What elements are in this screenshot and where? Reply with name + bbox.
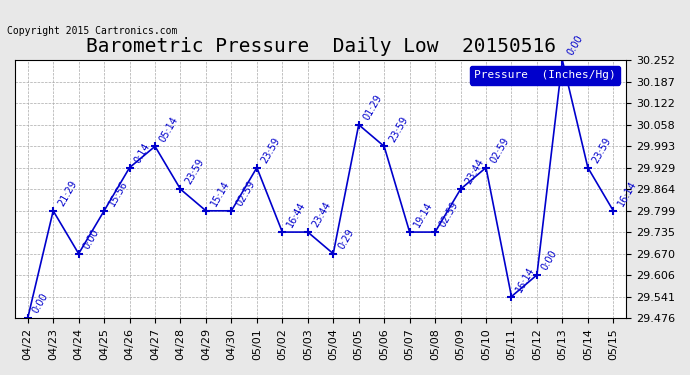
Text: 02:59: 02:59 <box>489 136 511 165</box>
Text: 02:59: 02:59 <box>438 200 460 229</box>
Text: 0:00: 0:00 <box>30 292 50 315</box>
Text: 0:00: 0:00 <box>565 34 584 57</box>
Text: 16:44: 16:44 <box>285 200 308 229</box>
Text: 01:29: 01:29 <box>362 93 384 122</box>
Text: 0:14: 0:14 <box>132 141 152 165</box>
Text: 23:44: 23:44 <box>310 200 333 229</box>
Text: 21:29: 21:29 <box>56 179 79 208</box>
Text: 0:00: 0:00 <box>81 227 101 251</box>
Text: 16:14: 16:14 <box>514 265 537 294</box>
Text: 15:14: 15:14 <box>208 179 231 208</box>
Text: 02:59: 02:59 <box>234 179 257 208</box>
Text: 0:00: 0:00 <box>540 249 559 272</box>
Legend: Pressure  (Inches/Hg): Pressure (Inches/Hg) <box>470 66 620 85</box>
Text: 19:14: 19:14 <box>413 200 435 229</box>
Text: 23:59: 23:59 <box>259 136 282 165</box>
Text: 0:29: 0:29 <box>336 227 355 251</box>
Text: 23:59: 23:59 <box>387 114 410 144</box>
Title: Barometric Pressure  Daily Low  20150516: Barometric Pressure Daily Low 20150516 <box>86 37 555 56</box>
Text: Copyright 2015 Cartronics.com: Copyright 2015 Cartronics.com <box>7 26 177 36</box>
Text: 23:44: 23:44 <box>463 157 486 186</box>
Text: 23:59: 23:59 <box>184 157 206 186</box>
Text: 16:14: 16:14 <box>616 179 639 208</box>
Text: 15:56: 15:56 <box>107 179 130 208</box>
Text: 23:59: 23:59 <box>591 136 613 165</box>
Text: 05:14: 05:14 <box>158 114 180 144</box>
